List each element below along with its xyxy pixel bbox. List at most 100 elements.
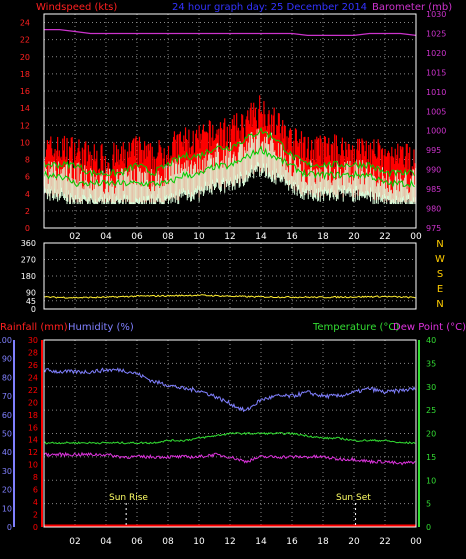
dewpoint-axis-title: Dew Point (°C) [393, 322, 466, 333]
barometer-y-tick: 990 [426, 166, 441, 175]
chart-title: 24 hour graph day: 25 December 2014 [172, 2, 367, 13]
rain-y-tick: 16 [28, 423, 38, 432]
barometer-y-tick: 1030 [426, 10, 446, 19]
barometer-y-tick: 1010 [426, 88, 446, 97]
direction-y-tick: 0 [31, 305, 36, 314]
windspeed-axis-title: Windspeed (kts) [36, 2, 117, 13]
wind-time-tick: 00 [410, 232, 422, 242]
temperature-y-tick: 25 [426, 406, 436, 415]
temperature-time-tick: 18 [317, 537, 329, 547]
wind-y-tick: 12 [20, 121, 30, 130]
wind-y-tick: 24 [20, 19, 30, 28]
temperature-time-tick: 04 [100, 537, 112, 547]
wind-y-tick: 10 [20, 138, 30, 147]
barometer-y-tick: 980 [426, 205, 441, 214]
wind-y-tick: 6 [25, 173, 30, 182]
humidity-y-tick: 30 [2, 467, 12, 476]
wind-y-tick: 22 [20, 36, 30, 45]
humidity-y-tick: 100 [0, 336, 12, 345]
compass-letter: N [436, 239, 443, 250]
rain-y-tick: 4 [33, 498, 38, 507]
rain-y-tick: 30 [28, 336, 38, 345]
temperature-y-tick: 20 [426, 430, 436, 439]
rain-y-tick: 18 [28, 411, 38, 420]
dewpoint-line [43, 451, 416, 466]
temperature-y-tick: 15 [426, 453, 436, 462]
rain-y-tick: 24 [28, 373, 38, 382]
temperature-frame [43, 339, 417, 528]
rain-y-tick: 20 [28, 398, 38, 407]
rain-y-tick: 10 [28, 461, 38, 470]
temperature-time-tick: 14 [255, 537, 267, 547]
direction-line [44, 294, 417, 299]
wind-y-tick: 20 [20, 53, 30, 62]
wind-y-tick: 8 [25, 156, 30, 165]
rain-y-tick: 26 [28, 361, 38, 370]
barometer-y-tick: 1005 [426, 107, 446, 116]
direction-y-tick: 270 [21, 256, 36, 265]
compass-letter: N [436, 299, 443, 310]
rain-y-tick: 2 [33, 511, 38, 520]
direction-y-tick: 90 [26, 289, 36, 298]
temperature-time-tick: 08 [162, 537, 174, 547]
temperature-time-tick: 02 [69, 537, 80, 547]
rainfall-axis-title: Rainfall (mm) [0, 322, 68, 333]
wind-lull-line [43, 145, 415, 189]
humidity-y-tick: 70 [2, 392, 12, 401]
direction-y-tick: 180 [21, 272, 36, 281]
compass-letter: S [437, 269, 443, 280]
wind-panel: 0246810121416182022249759809859909951000… [20, 10, 447, 242]
labels: Windspeed (kts) 24 hour graph day: 25 De… [0, 2, 466, 503]
wind-time-tick: 10 [193, 232, 205, 242]
temperature-line [43, 431, 416, 445]
rain-y-tick: 28 [28, 348, 38, 357]
rain-y-tick: 12 [28, 448, 38, 457]
rain-y-tick: 6 [33, 486, 38, 495]
wind-time-tick: 02 [69, 232, 80, 242]
barometer-y-tick: 995 [426, 146, 441, 155]
wind-frame [43, 13, 417, 229]
wind-time-tick: 20 [348, 232, 360, 242]
wind-time-tick: 08 [162, 232, 174, 242]
temperature-time-tick: 22 [379, 537, 390, 547]
compass-letter: W [435, 254, 445, 265]
barometer-y-tick: 985 [426, 185, 441, 194]
direction-y-tick: 45 [26, 297, 36, 306]
rain-y-tick: 22 [28, 386, 38, 395]
wind-time-tick: 14 [255, 232, 267, 242]
temperature-y-tick: 10 [426, 476, 436, 485]
compass-letter: E [437, 284, 443, 295]
wind-time-tick: 18 [317, 232, 329, 242]
humidity-y-tick: 90 [2, 355, 12, 364]
temperature-y-tick: 30 [426, 383, 436, 392]
wind-y-tick: 16 [20, 87, 30, 96]
wind-y-tick: 18 [20, 70, 30, 79]
rain-y-tick: 8 [33, 473, 38, 482]
direction-frame [43, 242, 417, 310]
wind-y-tick: 4 [25, 190, 30, 199]
barometer-y-tick: 1025 [426, 29, 446, 38]
temperature-y-tick: 40 [426, 336, 436, 345]
temperature-axis-title: Temperature (°C) [312, 322, 399, 333]
direction-y-tick: 360 [21, 239, 36, 248]
temperature-time-tick: 06 [131, 537, 143, 547]
humidity-axis-title: Humidity (%) [68, 322, 134, 333]
temperature-y-tick: 0 [426, 523, 431, 532]
temperature-time-tick: 20 [348, 537, 360, 547]
humidity-y-tick: 60 [2, 411, 12, 420]
temperature-time-tick: 12 [224, 537, 235, 547]
humidity-line [43, 367, 416, 413]
rain-y-tick: 0 [33, 523, 38, 532]
barometer-y-tick: 1000 [426, 127, 446, 136]
wind-time-tick: 06 [131, 232, 143, 242]
sunrise-label: Sun Rise [109, 493, 148, 503]
humidity-y-tick: 50 [2, 430, 12, 439]
humidity-y-tick: 10 [2, 504, 12, 513]
humidity-y-tick: 20 [2, 486, 12, 495]
temperature-y-tick: 35 [426, 359, 436, 368]
humidity-y-tick: 0 [7, 523, 12, 532]
barometer-y-tick: 975 [426, 224, 441, 233]
